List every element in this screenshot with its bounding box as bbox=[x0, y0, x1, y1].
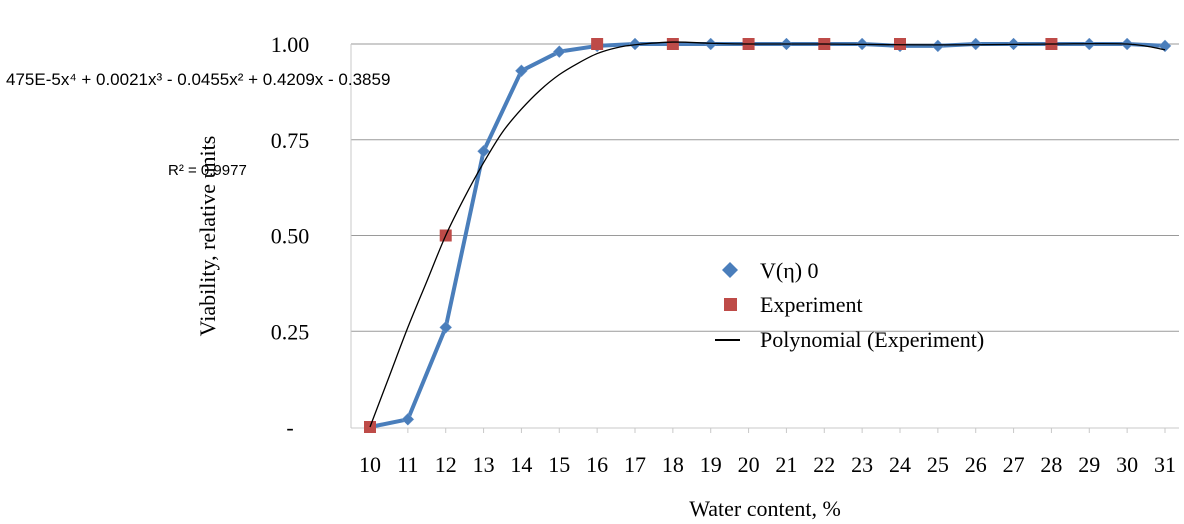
data-point bbox=[1158, 39, 1172, 53]
x-tick-label: 14 bbox=[510, 452, 532, 477]
x-tick-labels: 10 11 12 13 14 15 16 17 18 19 20 21 22 23 24 25 26 27 28 29… bbox=[359, 452, 1176, 477]
trendline-equation: 475E-5x⁴ + 0.0021x³ - 0.0455x² + 0.4209x… bbox=[6, 70, 390, 89]
square-marker-icon bbox=[724, 298, 737, 311]
x-tick-label: 17 bbox=[624, 452, 646, 477]
x-tick-label: 30 bbox=[1116, 452, 1138, 477]
x-tick-label: 15 bbox=[548, 452, 570, 477]
data-point bbox=[591, 38, 604, 50]
y-tick-label: 0.75 bbox=[271, 128, 310, 153]
legend-item-v-eta: V(η) 0 bbox=[722, 258, 819, 283]
legend-label: Polynomial (Experiment) bbox=[760, 327, 984, 352]
y-tick-label: 1.00 bbox=[271, 32, 310, 57]
data-point bbox=[931, 39, 945, 53]
diamond-marker-icon bbox=[722, 262, 738, 278]
x-tick-label: 11 bbox=[397, 452, 418, 477]
legend-label: V(η) 0 bbox=[760, 258, 819, 283]
data-point bbox=[666, 38, 679, 50]
data-point bbox=[401, 412, 415, 426]
data-point bbox=[439, 321, 453, 334]
series-polynomial bbox=[369, 41, 1166, 428]
legend-label: Experiment bbox=[760, 292, 863, 317]
legend-item-polynomial: Polynomial (Experiment) bbox=[715, 327, 984, 352]
x-tick-label: 25 bbox=[927, 452, 949, 477]
x-tick-label: 21 bbox=[775, 452, 797, 477]
data-point bbox=[515, 64, 528, 78]
x-tick-label: 18 bbox=[662, 452, 684, 477]
axes bbox=[350, 44, 1179, 433]
legend: V(η) 0 Experiment Polynomial (Experiment… bbox=[715, 258, 984, 352]
data-point bbox=[477, 144, 490, 158]
x-tick-label: 31 bbox=[1154, 452, 1176, 477]
x-axis-label: Water content, % bbox=[689, 496, 841, 521]
x-tick-label: 23 bbox=[851, 452, 873, 477]
y-axis-label: Viability, relative units bbox=[195, 136, 220, 337]
x-tick-label: 28 bbox=[1040, 452, 1062, 477]
data-point bbox=[704, 37, 718, 51]
data-point bbox=[628, 37, 642, 51]
x-tick-label: 12 bbox=[435, 452, 457, 477]
data-point bbox=[552, 45, 566, 59]
data-point bbox=[894, 38, 906, 50]
y-tick-label: 0.50 bbox=[271, 224, 310, 249]
x-tick-label: 27 bbox=[1003, 452, 1025, 477]
x-tick-label: 26 bbox=[965, 452, 987, 477]
x-tick-label: 29 bbox=[1078, 452, 1100, 477]
r-squared-label: R² = 0.9977 bbox=[168, 162, 247, 179]
x-tick-label: 13 bbox=[473, 452, 495, 477]
x-tick-label: 10 bbox=[359, 452, 381, 477]
x-tick-label: 20 bbox=[738, 452, 760, 477]
x-tick-label: 22 bbox=[813, 452, 835, 477]
series-layer bbox=[363, 37, 1172, 434]
x-tick-label: 16 bbox=[586, 452, 608, 477]
legend-item-experiment: Experiment bbox=[724, 292, 863, 317]
y-tick-label: - bbox=[286, 415, 293, 440]
x-tick-label: 24 bbox=[889, 452, 911, 477]
trendline bbox=[369, 41, 1166, 428]
x-tick-label: 19 bbox=[700, 452, 722, 477]
y-tick-labels: - 0.25 0.50 0.75 1.00 bbox=[271, 32, 310, 440]
data-point bbox=[969, 37, 983, 51]
y-tick-label: 0.25 bbox=[271, 319, 310, 344]
